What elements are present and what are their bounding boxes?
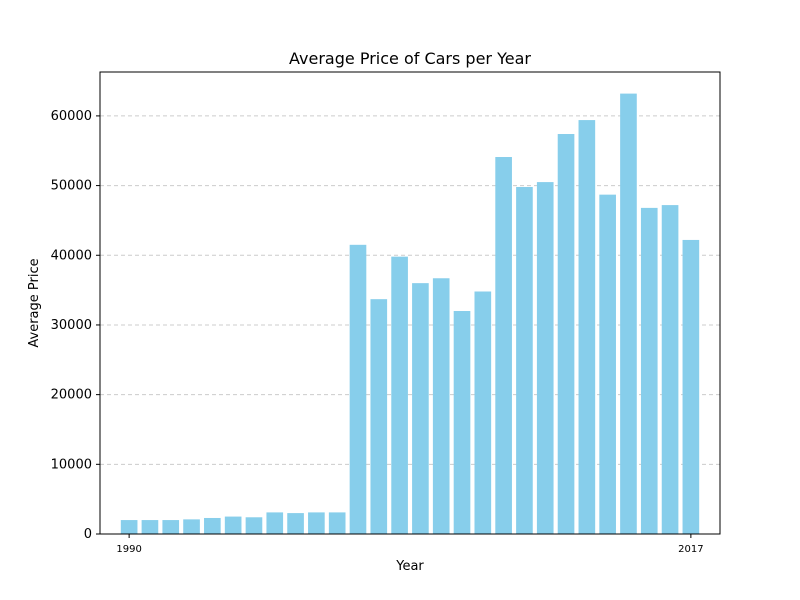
bar xyxy=(266,512,284,534)
y-gridlines xyxy=(100,115,720,465)
bar xyxy=(287,513,304,534)
y-axis: 0 10000 20000 30000 40000 50000 60000 xyxy=(51,109,100,542)
y-axis-label: Average Price xyxy=(27,258,42,347)
bar xyxy=(349,244,367,534)
bar xyxy=(495,157,512,534)
bar xyxy=(308,512,325,534)
bar xyxy=(640,207,658,534)
bar xyxy=(204,517,221,534)
plot-frame xyxy=(99,71,721,535)
x-axis-label: Year xyxy=(395,559,424,574)
x-tick-label: 1990 xyxy=(116,544,141,555)
bar xyxy=(578,120,596,534)
x-axis: 1990 2017 xyxy=(116,534,704,555)
bar xyxy=(432,278,450,534)
bar xyxy=(141,520,159,534)
y-tick-label: 50000 xyxy=(51,179,92,194)
bar xyxy=(328,512,346,534)
bar xyxy=(557,134,575,534)
bar xyxy=(370,299,388,534)
bar xyxy=(516,186,533,535)
bar xyxy=(224,516,242,534)
bar xyxy=(245,517,263,534)
bar xyxy=(120,520,138,534)
y-tick-label: 0 xyxy=(84,527,92,542)
bar xyxy=(183,519,200,534)
bar xyxy=(682,239,700,534)
bar xyxy=(661,205,679,534)
bar xyxy=(162,520,180,534)
y-tick-label: 20000 xyxy=(51,388,92,403)
y-tick-label: 10000 xyxy=(51,457,92,472)
bar xyxy=(536,182,554,534)
y-tick-label: 40000 xyxy=(51,248,92,263)
bar xyxy=(391,256,408,534)
y-tick-label: 60000 xyxy=(51,109,92,124)
bar xyxy=(453,311,471,534)
bar-series xyxy=(120,93,700,535)
bar xyxy=(412,283,429,534)
bar xyxy=(599,194,616,535)
chart-title: Average Price of Cars per Year xyxy=(289,49,531,68)
x-tick-label: 2017 xyxy=(678,544,703,555)
bar xyxy=(474,291,492,534)
y-tick-label: 30000 xyxy=(51,318,92,333)
bar xyxy=(620,93,637,534)
